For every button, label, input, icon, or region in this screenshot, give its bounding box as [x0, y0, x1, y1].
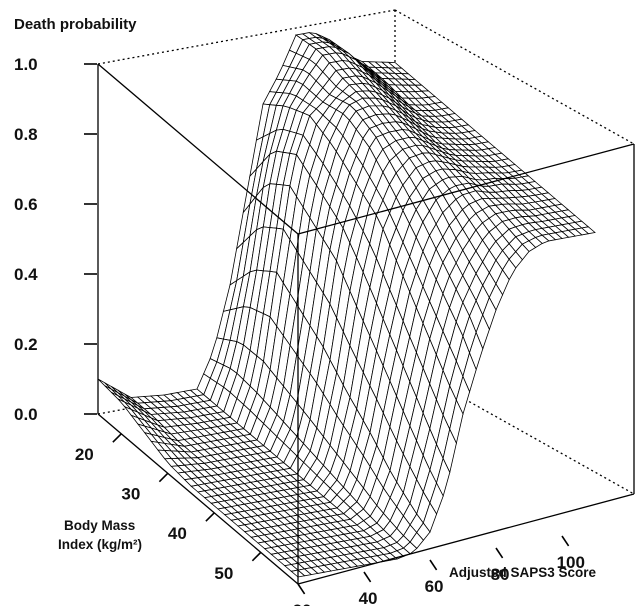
saps-tick-mark — [363, 571, 372, 583]
z-tick-label: 0.0 — [14, 405, 38, 424]
z-tick-label: 1.0 — [14, 55, 38, 74]
bmi-tick-mark — [158, 472, 169, 483]
bmi-tick-label: 20 — [75, 445, 94, 464]
bmi-tick-label: 30 — [121, 485, 140, 504]
surface-cell — [97, 378, 112, 390]
z-tick-label: 0.6 — [14, 195, 38, 214]
surface-mesh — [97, 32, 596, 578]
z-axis: 0.0 0.2 0.4 0.6 0.8 1.0 — [14, 55, 97, 424]
box-edge-top-back — [394, 9, 635, 145]
saps-tick-mark — [429, 559, 438, 571]
bmi-tick-mark — [112, 433, 122, 443]
z-tick-label: 0.4 — [14, 265, 38, 284]
bmi-tick-mark — [251, 551, 262, 562]
saps-tick-mark — [561, 535, 570, 547]
saps-tick-mark — [297, 583, 306, 595]
saps-tick-label: 80 — [491, 565, 510, 584]
z-tick-label: 0.2 — [14, 335, 38, 354]
bmi-tick-label: 40 — [168, 524, 187, 543]
box-edge-top-front — [97, 63, 299, 235]
box-edge-floor-right — [297, 493, 635, 585]
bmi-axis-title-line2: Index (kg/m²) — [58, 537, 142, 552]
bounding-box-front — [97, 63, 635, 585]
z-axis-title: Death probability — [14, 16, 137, 33]
box-edge-top-left — [97, 9, 396, 65]
bmi-tick-mark — [205, 512, 215, 522]
saps-tick-label: 100 — [557, 553, 585, 572]
saps-tick-label: 60 — [425, 577, 444, 596]
bmi-axis: 20 30 40 50 — [75, 433, 262, 583]
saps-axis-title: Adjusted SAPS3 Score — [449, 565, 597, 580]
box-edge-top-right — [297, 143, 635, 235]
saps-tick-label: 40 — [359, 589, 378, 606]
z-tick-label: 0.8 — [14, 125, 38, 144]
bmi-axis-title-line1: Body Mass — [64, 518, 135, 533]
bmi-tick-label: 50 — [214, 564, 233, 583]
saps-tick-label: 20 — [293, 601, 312, 606]
box-edge-floor-front — [97, 413, 299, 585]
saps-tick-mark — [495, 547, 504, 559]
